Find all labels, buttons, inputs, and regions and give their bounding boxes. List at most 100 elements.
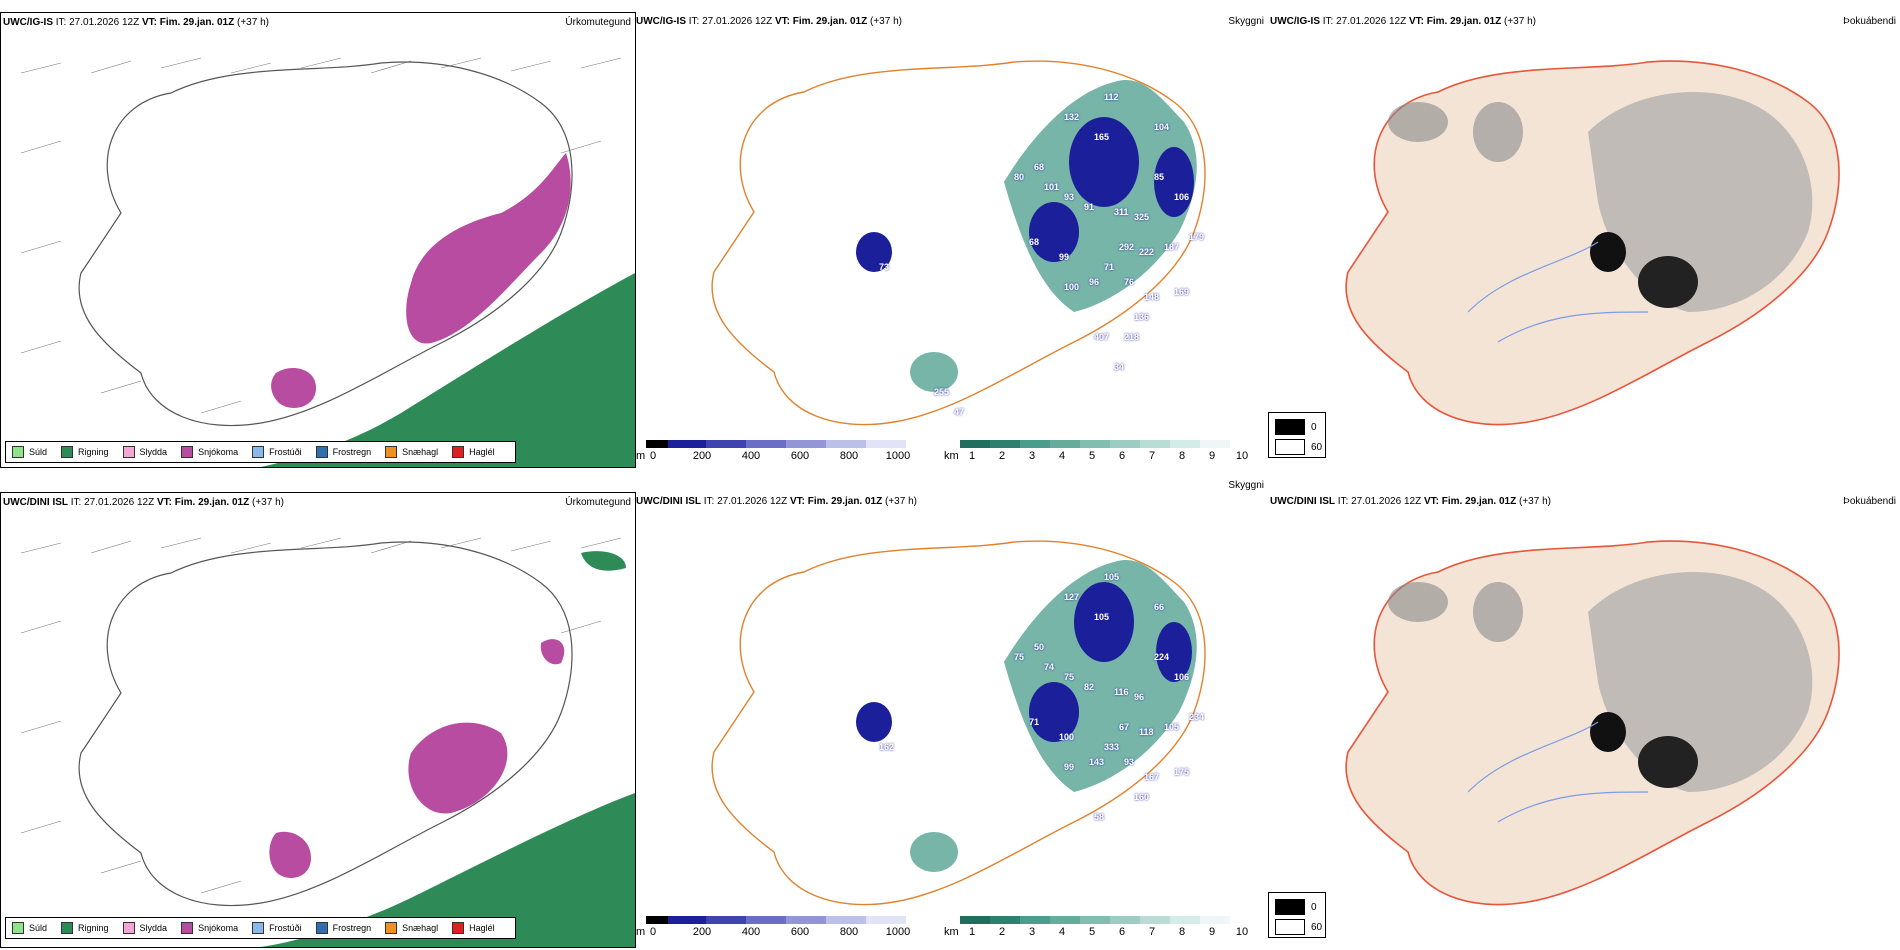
fog-legend-min: 0: [1311, 901, 1317, 913]
panel-title: UWC/IG-IS IT: 27.01.2026 12Z VT: Fim. 29…: [3, 17, 269, 28]
lead-time: (+37 h): [870, 16, 902, 27]
colorbar-tick: 6: [1118, 926, 1126, 938]
precip-panel-row1: Úrkomutegund UWC/IG-IS IT: 27.01.2026 12…: [0, 12, 636, 468]
vt-value: Fim. 29.jan. 01Z: [792, 16, 868, 27]
vt-label: VT:: [789, 496, 805, 507]
fog-panel-row1: Þokuábendi UWC/IG-IS IT: 27.01.2026 12Z …: [1268, 12, 1900, 466]
precip-legend: Súld Rigning Slydda Snjókoma Frostúði Fr…: [5, 441, 516, 463]
it-value: 27.01.2026 12Z: [84, 497, 155, 508]
lead-time: (+37 h): [1519, 496, 1551, 507]
colorbar-tick: 5: [1088, 926, 1096, 938]
panel-title: UWC/IG-IS IT: 27.01.2026 12Z VT: Fim. 29…: [1270, 16, 1536, 27]
lead-time: (+37 h): [237, 17, 269, 28]
colorbar-tick: 7: [1148, 926, 1156, 938]
colorbar-tick: 400: [741, 450, 761, 462]
colorbar-tick: 5: [1088, 450, 1096, 462]
colorbar-tick: 8: [1178, 450, 1186, 462]
colorbar-tick: 6: [1118, 450, 1126, 462]
legend-item: Snæhagl: [385, 446, 438, 458]
colorbar-tick: 10: [1235, 450, 1249, 462]
it-label: IT:: [55, 17, 67, 28]
legend-item: Slydda: [122, 446, 167, 458]
colorbar-tick: 2: [998, 450, 1006, 462]
panel-name-fog: Þokuábendi: [1843, 496, 1896, 507]
legend-item: Snjókoma: [181, 446, 238, 458]
legend-item: Snjókoma: [181, 922, 238, 934]
fog-map-row2: [1345, 540, 1840, 906]
colorbar-tick: 1: [968, 926, 976, 938]
model-name: UWC/IG-IS: [3, 17, 53, 28]
model-name: UWC/DINI ISL: [636, 496, 701, 507]
panel-name-cloud: Skyggni: [1228, 480, 1264, 491]
cloud-map-row2: [711, 540, 1206, 906]
legend-item: Snæhagl: [385, 922, 438, 934]
model-name: UWC/DINI ISL: [3, 497, 68, 508]
colorbar-tick: 9: [1208, 450, 1216, 462]
vt-label: VT:: [1423, 496, 1439, 507]
model-name: UWC/IG-IS: [636, 16, 686, 27]
colorbar-unit: m: [636, 450, 646, 462]
vt-value: Fim. 29.jan. 01Z: [159, 17, 235, 28]
cloud-panel-row1: 112 132 165 104 68 80 101 93 91 311 325 106 85 68 99 71…: [634, 12, 1268, 466]
it-value: 27.01.2026 12Z: [702, 16, 773, 27]
panel-name-precip: Úrkomutegund: [565, 17, 631, 28]
vt-value: Fim. 29.jan. 01Z: [1441, 496, 1517, 507]
colorbar-tick: 600: [790, 926, 810, 938]
colorbar-tick: 2: [998, 926, 1006, 938]
legend-item: Haglél: [452, 922, 495, 934]
colorbar-tick: 4: [1058, 450, 1066, 462]
fog-legend-max: 60: [1311, 921, 1323, 933]
vt-value: Fim. 29.jan. 01Z: [1426, 16, 1502, 27]
lead-time: (+37 h): [885, 496, 917, 507]
colorbar-cloudbase: m 0 200 400 600 800 1000: [636, 440, 936, 464]
vt-label: VT:: [774, 16, 790, 27]
it-value: 27.01.2026 12Z: [69, 17, 140, 28]
panel-title: UWC/DINI ISL IT: 27.01.2026 12Z VT: Fim.…: [1270, 496, 1551, 507]
legend-item: Frostúði: [252, 922, 302, 934]
panel-name-cloud: Skyggni: [1228, 16, 1264, 27]
panel-title: UWC/DINI ISL IT: 27.01.2026 12Z VT: Fim.…: [636, 496, 917, 507]
it-label: IT:: [1322, 16, 1334, 27]
it-label: IT:: [703, 496, 715, 507]
legend-item: Frostregn: [315, 922, 371, 934]
lead-time: (+37 h): [252, 497, 284, 508]
vt-value: Fim. 29.jan. 01Z: [807, 496, 883, 507]
colorbar-tick: 0: [649, 450, 657, 462]
colorbar-tick: 600: [790, 450, 810, 462]
colorbar-tick: 0: [649, 926, 657, 938]
colorbar-tick: 200: [692, 926, 712, 938]
colorbar-unit: m: [636, 926, 646, 938]
legend-item: Frostregn: [315, 446, 371, 458]
legend-item: Súld: [12, 446, 47, 458]
it-label: IT:: [70, 497, 82, 508]
colorbar-tick: 8: [1178, 926, 1186, 938]
cloud-map-row1: [711, 60, 1206, 426]
colorbar-tick: 9: [1208, 926, 1216, 938]
fog-legend-min: 0: [1311, 421, 1317, 433]
model-name: UWC/DINI ISL: [1270, 496, 1335, 507]
fog-legend-max: 60: [1311, 441, 1323, 453]
colorbar-tick: 10: [1235, 926, 1249, 938]
legend-item: Slydda: [122, 922, 167, 934]
panel-title: UWC/IG-IS IT: 27.01.2026 12Z VT: Fim. 29…: [636, 16, 902, 27]
it-value: 27.01.2026 12Z: [717, 496, 788, 507]
precip-map-row1: [1, 57, 635, 467]
precip-panel-row2: Úrkomutegund UWC/DINI ISL IT: 27.01.2026…: [0, 492, 636, 948]
colorbar-tick: 7: [1148, 450, 1156, 462]
colorbar-tick: 1000: [885, 926, 911, 938]
legend-item: Rigning: [61, 922, 109, 934]
legend-item: Súld: [12, 922, 47, 934]
legend-item: Rigning: [61, 446, 109, 458]
precip-legend: Súld Rigning Slydda Snjókoma Frostúði Fr…: [5, 917, 516, 939]
it-label: IT:: [1337, 496, 1349, 507]
colorbar-unit: km: [944, 926, 959, 938]
vt-value: Fim. 29.jan. 01Z: [174, 497, 250, 508]
precip-map-row2: [1, 537, 635, 947]
fog-legend-row2: 0 60: [1268, 892, 1326, 938]
colorbar-tick: 200: [692, 450, 712, 462]
colorbar-tick: 800: [839, 926, 859, 938]
colorbar-cloudbase: m 0 200 400 600 800 1000: [636, 916, 936, 940]
colorbar-tick: 4: [1058, 926, 1066, 938]
cloud-panel-row2: 105 127 105 66 50 75 74 75 82 116 96 106 224 71 100 333…: [634, 480, 1268, 946]
panel-name-fog: Þokuábendi: [1843, 16, 1896, 27]
